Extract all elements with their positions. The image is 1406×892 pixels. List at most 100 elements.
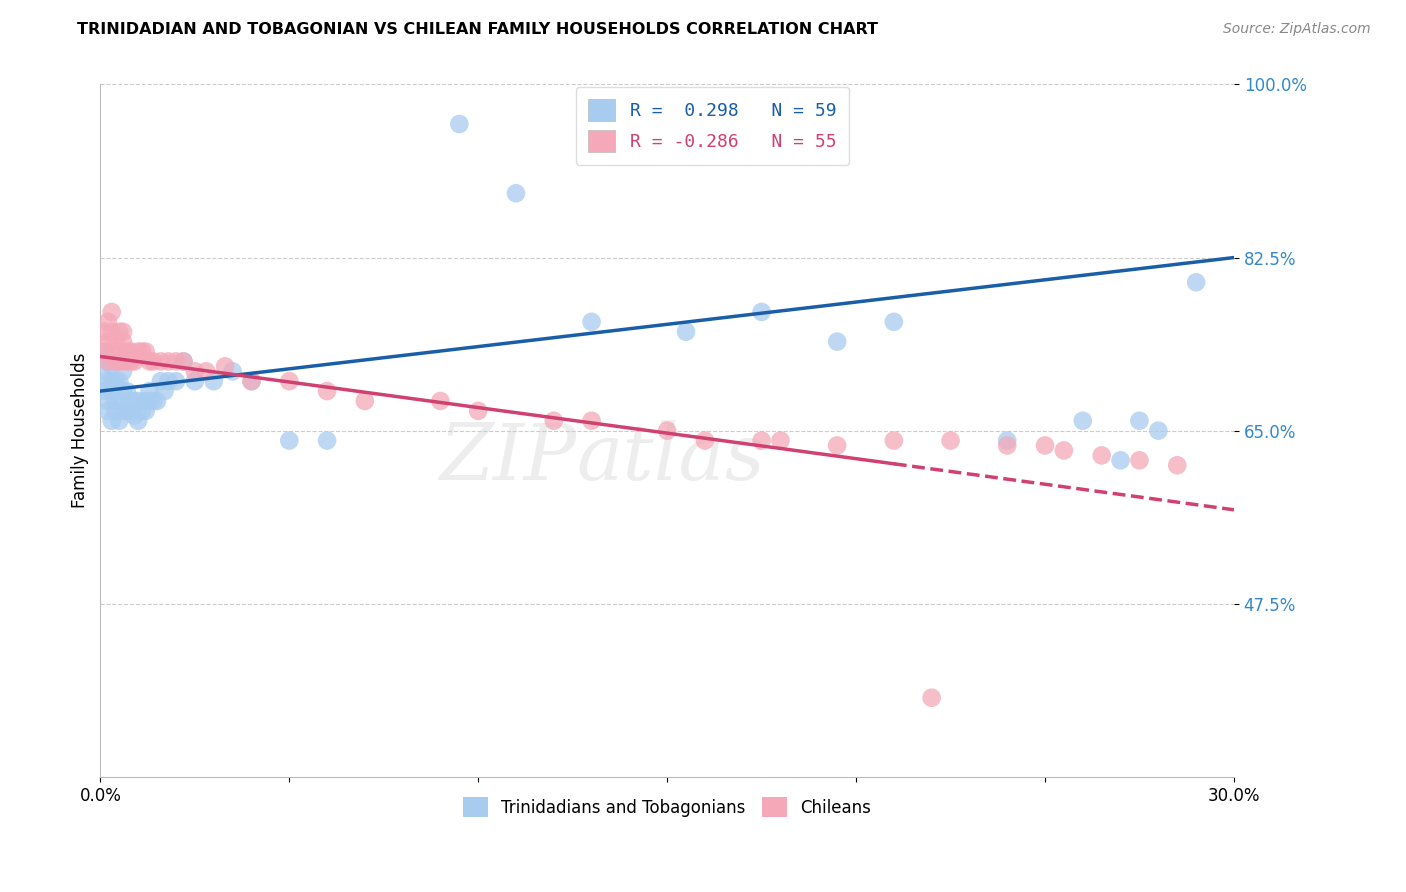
Point: [100, 344, 122, 359]
Point: [1166, 458, 1188, 473]
Point: [120, 404, 142, 418]
Point: [124, 409, 146, 423]
Point: [138, 354, 160, 368]
Point: [1128, 453, 1150, 467]
Point: [751, 434, 773, 448]
Text: Source: ZipAtlas.com: Source: ZipAtlas.com: [1223, 22, 1371, 37]
Point: [240, 374, 263, 388]
Point: [883, 315, 905, 329]
Text: atlas: atlas: [576, 420, 765, 497]
Point: [142, 394, 165, 409]
Point: [157, 374, 180, 388]
Point: [221, 364, 243, 378]
Point: [131, 404, 153, 418]
Point: [108, 394, 131, 409]
Point: [995, 438, 1018, 452]
Point: [240, 374, 263, 388]
Point: [581, 315, 603, 329]
Point: [115, 354, 138, 368]
Text: TRINIDADIAN AND TOBAGONIAN VS CHILEAN FAMILY HOUSEHOLDS CORRELATION CHART: TRINIDADIAN AND TOBAGONIAN VS CHILEAN FA…: [77, 22, 879, 37]
Point: [195, 364, 218, 378]
Point: [100, 325, 122, 339]
Point: [93, 325, 115, 339]
Point: [93, 364, 115, 378]
Point: [149, 354, 172, 368]
Point: [1185, 275, 1208, 289]
Point: [127, 394, 149, 409]
Point: [97, 404, 120, 418]
Point: [202, 374, 225, 388]
Point: [100, 414, 122, 428]
Point: [111, 404, 134, 418]
Point: [165, 354, 187, 368]
Point: [581, 414, 603, 428]
Point: [505, 186, 527, 201]
Point: [693, 434, 716, 448]
Point: [93, 344, 115, 359]
Point: [97, 315, 120, 329]
Point: [115, 344, 138, 359]
Point: [135, 394, 157, 409]
Point: [1109, 453, 1132, 467]
Point: [111, 334, 134, 349]
Point: [111, 325, 134, 339]
Point: [97, 394, 120, 409]
Point: [172, 354, 194, 368]
Point: [120, 344, 142, 359]
Point: [1147, 424, 1170, 438]
Point: [104, 374, 127, 388]
Point: [157, 354, 180, 368]
Point: [108, 354, 131, 368]
Point: [108, 414, 131, 428]
Y-axis label: Family Households: Family Households: [72, 353, 89, 508]
Point: [1053, 443, 1076, 458]
Point: [921, 690, 943, 705]
Point: [165, 374, 187, 388]
Point: [111, 384, 134, 398]
Point: [142, 354, 165, 368]
Point: [316, 384, 339, 398]
Point: [184, 374, 207, 388]
Point: [1033, 438, 1056, 452]
Point: [153, 384, 176, 398]
Point: [184, 364, 207, 378]
Text: ZIP: ZIP: [439, 420, 576, 497]
Point: [97, 354, 120, 368]
Point: [278, 374, 301, 388]
Point: [97, 374, 120, 388]
Point: [883, 434, 905, 448]
Point: [146, 394, 169, 409]
Point: [104, 334, 127, 349]
Point: [93, 344, 115, 359]
Point: [120, 354, 142, 368]
Point: [115, 404, 138, 418]
Point: [131, 344, 153, 359]
Point: [278, 434, 301, 448]
Point: [124, 394, 146, 409]
Point: [138, 384, 160, 398]
Point: [100, 305, 122, 319]
Point: [138, 394, 160, 409]
Legend: Trinidadians and Tobagonians, Chileans: Trinidadians and Tobagonians, Chileans: [456, 790, 879, 824]
Point: [1091, 449, 1114, 463]
Point: [124, 354, 146, 368]
Point: [108, 374, 131, 388]
Point: [467, 404, 489, 418]
Point: [93, 384, 115, 398]
Point: [100, 384, 122, 398]
Point: [1128, 414, 1150, 428]
Point: [104, 394, 127, 409]
Point: [104, 404, 127, 418]
Point: [100, 374, 122, 388]
Point: [543, 414, 565, 428]
Point: [769, 434, 792, 448]
Point: [127, 344, 149, 359]
Point: [97, 334, 120, 349]
Point: [135, 344, 157, 359]
Point: [995, 434, 1018, 448]
Point: [111, 364, 134, 378]
Point: [353, 394, 375, 409]
Point: [108, 325, 131, 339]
Point: [108, 344, 131, 359]
Point: [172, 354, 194, 368]
